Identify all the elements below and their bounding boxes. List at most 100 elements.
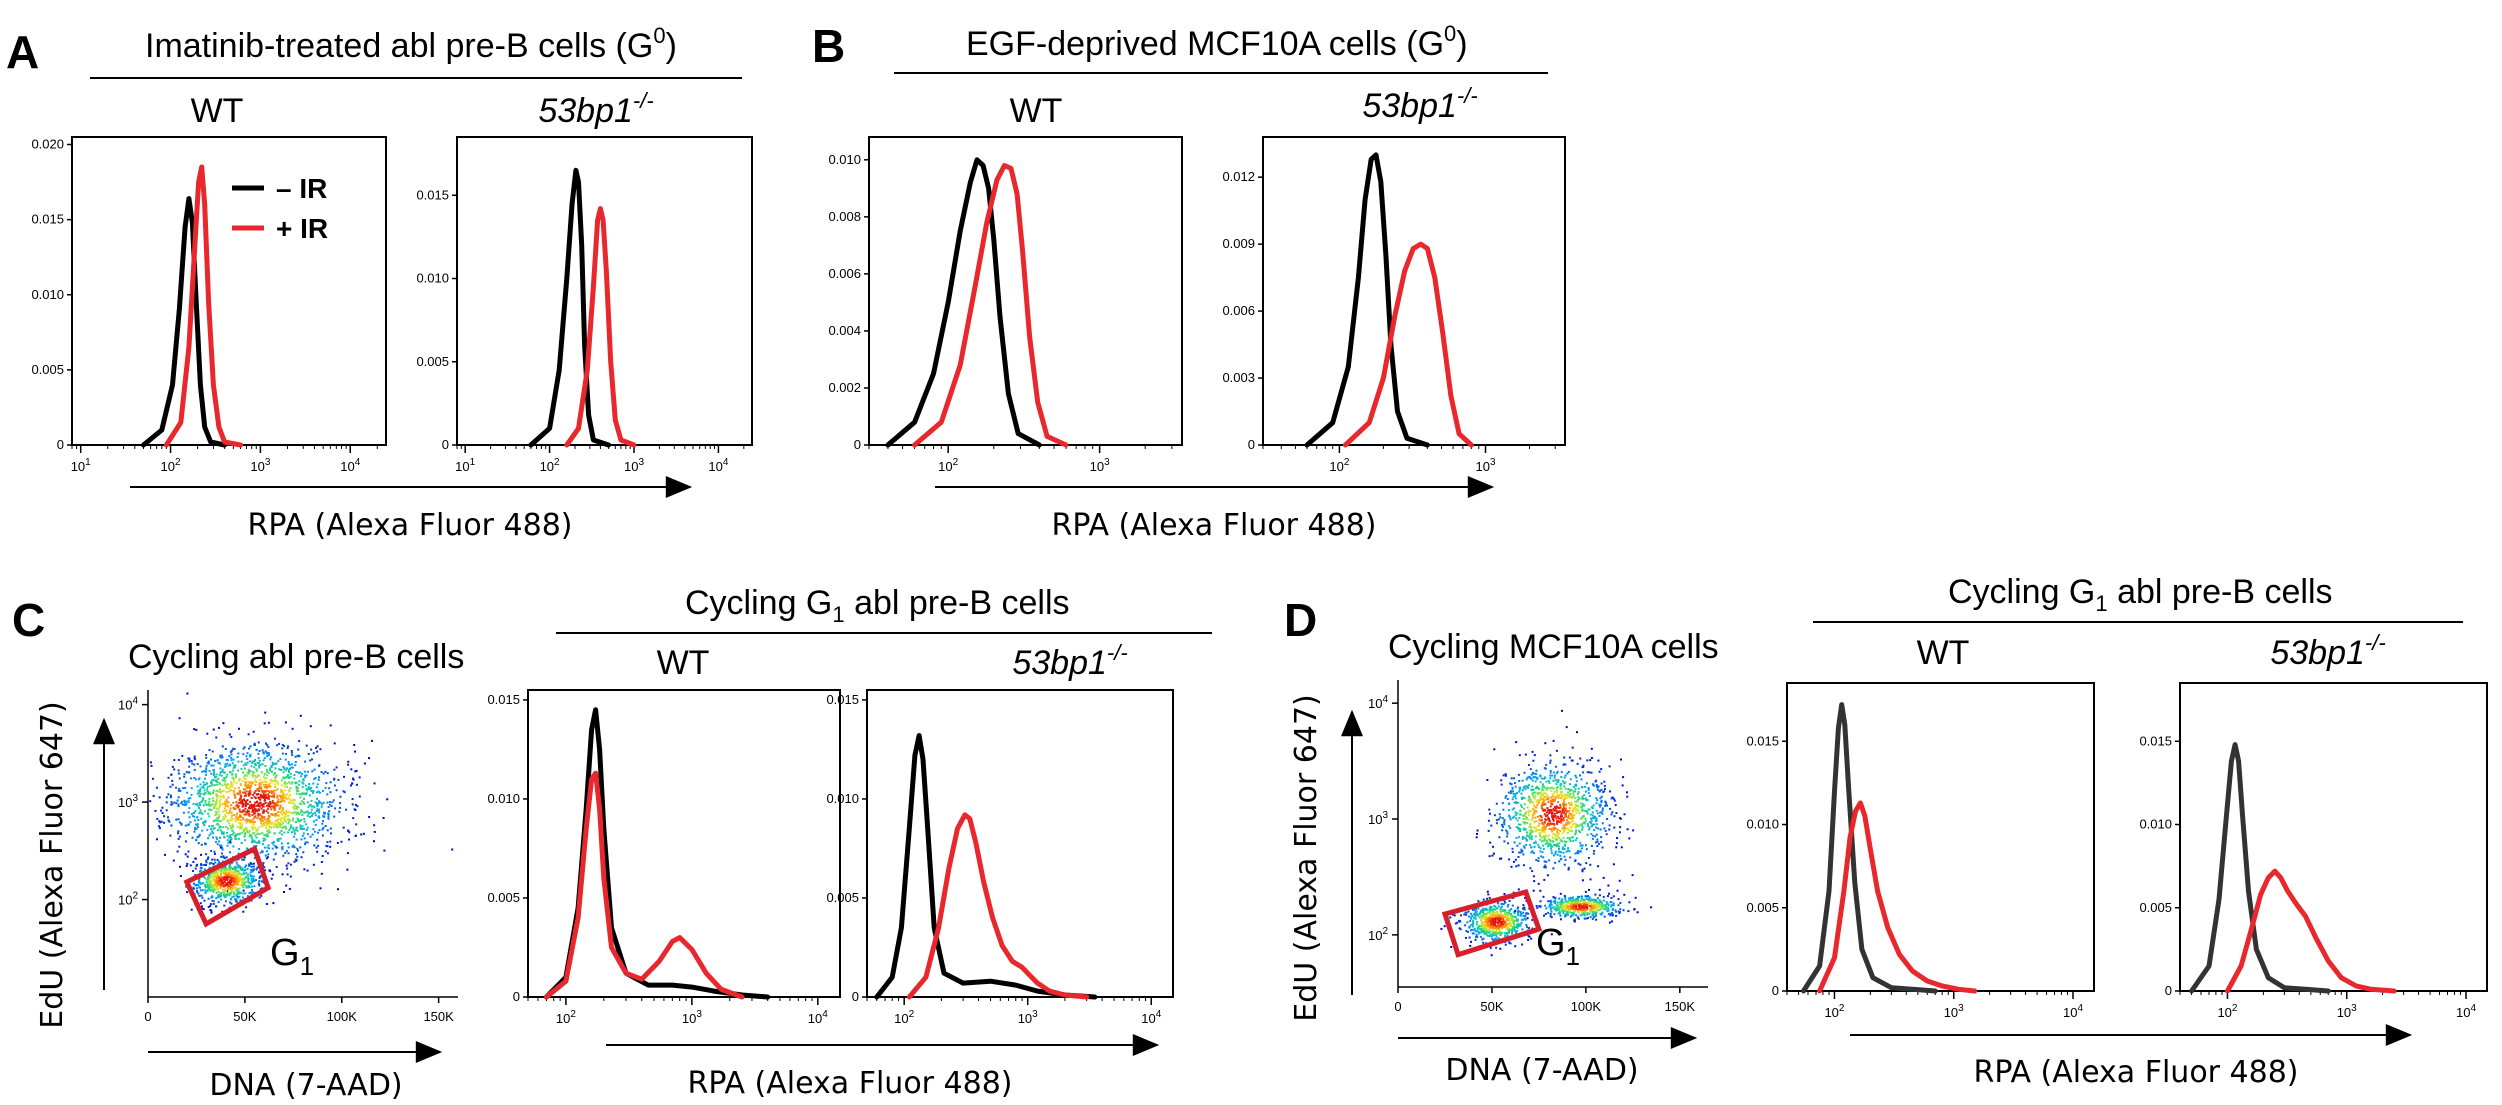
panel-b-xlabel: RPA (Alexa Fluor 488) [1051, 508, 1376, 543]
series-line-no-ir [141, 196, 228, 448]
y-tick-label: 0 [57, 437, 64, 452]
x-tick-label: 100K [327, 1009, 358, 1024]
y-tick-label: 0 [442, 437, 449, 452]
panel-c-ko-histogram: 0 0.005 0.010 0.015 102 103 104 [826, 689, 1174, 1026]
series-line-no-ir [1801, 702, 1938, 994]
panel-d-ko-histogram: 0 0.005 0.010 0.015 102 103 104 [2139, 682, 2488, 1020]
y-tick-label: 0.005 [416, 354, 449, 369]
panel-c-histogram-xlabel: RPA (Alexa Fluor 488) [687, 1066, 1012, 1101]
y-tick-label: 0 [1248, 437, 1255, 452]
panel-b-ko-label: 53bp1-/- [1362, 83, 1477, 125]
x-tick-label: 102 [161, 457, 181, 474]
panel-a-wt-histogram: 0 0.005 0.010 0.015 0.020 101 102 103 104 [31, 136, 387, 474]
panel-c-wt-histogram: 0 0.005 0.010 0.015 102 103 104 [487, 689, 841, 1026]
x-tick-label: 150K [423, 1009, 454, 1024]
plot-frame [866, 689, 1174, 998]
x-tick-label: 150K [1665, 999, 1696, 1014]
g1-gate [183, 845, 272, 928]
y-tick-label: 0 [852, 989, 859, 1004]
y-tick-label: 0.010 [31, 287, 64, 302]
panel-c-scatter-ylabel: EdU (Alexa Fluor 647) [35, 701, 70, 1028]
panel-d-scatter-ylabel: EdU (Alexa Fluor 647) [1289, 694, 1324, 1021]
panel-b-title: EGF-deprived MCF10A cells (G0) [966, 21, 1468, 63]
panel-letter-b: B [812, 20, 845, 72]
legend-label-no-ir: – IR [276, 173, 327, 204]
panel-d-dna-edu-scatter: 0 50K 100K 150K 102 103 104 [1368, 680, 1708, 1014]
y-tick-label: 0.006 [1222, 303, 1255, 318]
panel-a-title: Imatinib-treated abl pre-B cells (G0) [145, 23, 677, 65]
x-tick-label: 0 [1394, 999, 1401, 1014]
y-tick-label: 0 [513, 989, 520, 1004]
y-tick-label: 0.005 [31, 362, 64, 377]
panel-a-xlabel: RPA (Alexa Fluor 488) [247, 508, 572, 543]
g1-gate [1441, 888, 1543, 958]
x-tick-label: 104 [2063, 1003, 2083, 1020]
plot-frame [2179, 682, 2488, 992]
x-tick-label: 103 [2337, 1003, 2357, 1020]
y-tick-label: 0.015 [2139, 733, 2172, 748]
y-tick-label: 0.015 [416, 187, 449, 202]
series-line-plus-ir [163, 164, 243, 448]
panel-letter-d: D [1284, 594, 1317, 646]
y-tick-label: 0 [1772, 983, 1779, 998]
x-tick-label: 103 [1944, 1003, 1964, 1020]
y-tick-label: 0.008 [828, 209, 861, 224]
y-tick-label: 0.010 [487, 791, 520, 806]
y-tick-label: 0.003 [1222, 370, 1255, 385]
x-tick-label: 102 [1824, 1003, 1844, 1020]
y-tick-label: 0.005 [1746, 900, 1779, 915]
panel-b-ko-histogram: 0 0.003 0.006 0.009 0.012 102 103 [1222, 136, 1566, 474]
x-tick-label: 101 [455, 457, 475, 474]
series-line-plus-ir [912, 163, 1069, 448]
y-tick-label: 0 [2165, 983, 2172, 998]
y-tick-label: 0.015 [31, 212, 64, 227]
legend-label-plus-ir: + IR [276, 213, 328, 244]
panel-c-scatter-title: Cycling abl pre-B cells [128, 638, 464, 676]
y-tick-label: 0.009 [1222, 236, 1255, 251]
panel-c-scatter-xlabel: DNA (7-AAD) [209, 1068, 402, 1103]
panel-c-ko-label: 53bp1-/- [1012, 640, 1127, 682]
scatter-points [149, 692, 454, 914]
x-tick-label: 104 [2456, 1003, 2476, 1020]
x-tick-label: 102 [2217, 1003, 2237, 1020]
plot-frame [527, 689, 841, 998]
plot-frame [1262, 136, 1566, 446]
y-tick-label: 0.012 [1222, 169, 1255, 184]
panel-c-wt-label: WT [657, 644, 710, 682]
x-tick-label: 0 [144, 1009, 151, 1024]
y-tick-label: 104 [1368, 694, 1388, 711]
x-tick-label: 104 [708, 457, 728, 474]
x-tick-label: 103 [624, 457, 644, 474]
series-line-no-ir [1304, 152, 1430, 448]
panel-d-histogram-title: Cycling G1 abl pre-B cells [1948, 573, 2333, 616]
panel-letter-a: A [6, 26, 39, 78]
y-tick-label: 0.010 [416, 271, 449, 286]
x-tick-label: 104 [1141, 1009, 1161, 1026]
panel-a: A Imatinib-treated abl pre-B cells (G0) … [6, 23, 753, 543]
y-tick-label: 103 [1368, 810, 1388, 827]
series-line-no-ir [874, 733, 1098, 1000]
panel-c: C Cycling abl pre-B cells Cycling G1 abl… [12, 584, 1212, 1103]
x-tick-label: 100K [1571, 999, 1602, 1014]
y-tick-label: 0.015 [487, 692, 520, 707]
panel-d: D Cycling MCF10A cells Cycling G1 abl pr… [1284, 573, 2488, 1090]
y-tick-label: 0.010 [826, 791, 859, 806]
y-tick-label: 0.004 [828, 323, 861, 338]
y-tick-label: 0.010 [2139, 817, 2172, 832]
x-tick-label: 102 [556, 1009, 576, 1026]
x-tick-label: 102 [540, 457, 560, 474]
panel-b-wt-label: WT [1010, 92, 1063, 130]
series-line-no-ir [2189, 742, 2331, 994]
y-tick-label: 0.002 [828, 380, 861, 395]
x-tick-label: 103 [1090, 457, 1110, 474]
x-tick-label: 102 [894, 1009, 914, 1026]
y-tick-label: 102 [1368, 926, 1388, 943]
series-line-plus-ir [564, 206, 637, 448]
y-tick-label: 103 [118, 793, 138, 810]
panel-c-dna-edu-scatter: 0 50K 100K 150K 102 103 104 [118, 690, 458, 1024]
y-tick-label: 0.006 [828, 266, 861, 281]
x-tick-label: 101 [71, 457, 91, 474]
panel-d-scatter-xlabel: DNA (7-AAD) [1445, 1053, 1638, 1088]
y-tick-label: 102 [118, 891, 138, 908]
